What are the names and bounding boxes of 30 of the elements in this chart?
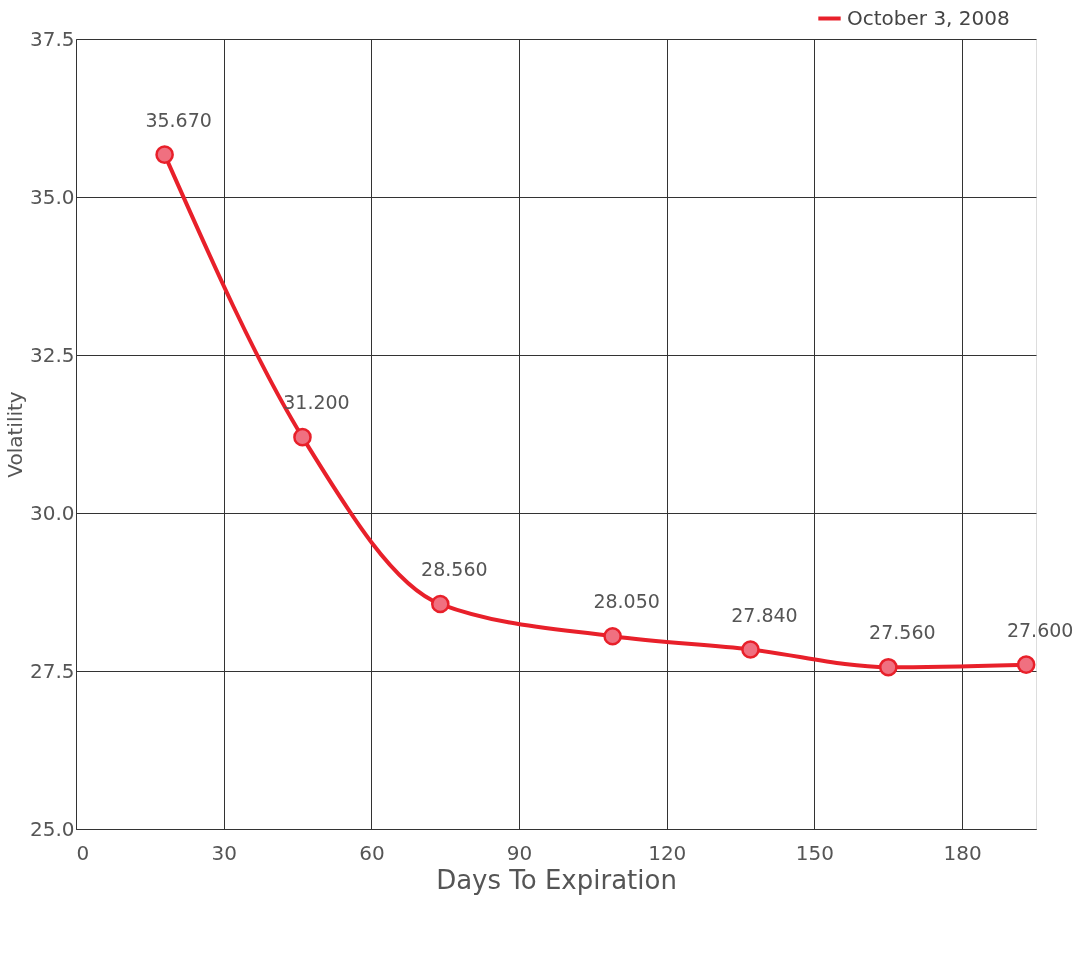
y-tick-label: 30.0 [29, 500, 75, 525]
point [741, 640, 760, 659]
y-tick-label: 32.5 [29, 342, 75, 367]
data-label: 27.600 [1006, 618, 1074, 641]
x-tick-label: 150 [795, 840, 835, 865]
x-tick-label: 0 [76, 840, 90, 865]
x-tick-label: 60 [359, 840, 385, 865]
data-label: 27.560 [869, 621, 936, 644]
x-tick-label: 180 [943, 840, 982, 865]
point [603, 626, 622, 646]
x-tick-label: 30 [211, 840, 237, 865]
y-tick-label: 35.0 [29, 184, 75, 209]
x-tick-label: 90 [506, 840, 533, 865]
data-label: 28.050 [593, 590, 660, 613]
data-label: 31.200 [283, 391, 350, 414]
x-axis-title: Days To Expiration [436, 864, 677, 895]
x-tick-label: 120 [648, 840, 687, 865]
legend-label: October 3, 2008 [847, 5, 1010, 30]
y-axis-title: Volatility [2, 391, 27, 478]
point [879, 657, 898, 677]
y-tick-label: 25.0 [29, 816, 75, 841]
point [1016, 655, 1036, 674]
point [431, 594, 450, 614]
data-label: 28.560 [421, 558, 488, 581]
y-tick-label: 27.5 [29, 658, 75, 683]
data-label: 35.670 [145, 108, 212, 131]
point [293, 427, 312, 447]
data-label: 27.840 [731, 603, 798, 626]
y-tick-label: 37.5 [29, 26, 75, 51]
point [155, 145, 174, 164]
